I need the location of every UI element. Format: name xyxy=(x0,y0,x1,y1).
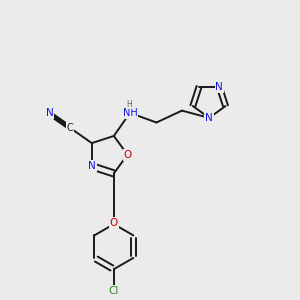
Text: N: N xyxy=(205,113,213,123)
Text: N: N xyxy=(88,161,96,171)
Text: NH: NH xyxy=(123,108,137,118)
Text: N: N xyxy=(46,109,53,118)
Text: N: N xyxy=(215,82,223,92)
Text: H: H xyxy=(127,100,132,109)
Text: O: O xyxy=(123,150,132,160)
Text: C: C xyxy=(67,123,73,133)
Text: O: O xyxy=(110,218,118,228)
Text: Cl: Cl xyxy=(109,286,119,296)
